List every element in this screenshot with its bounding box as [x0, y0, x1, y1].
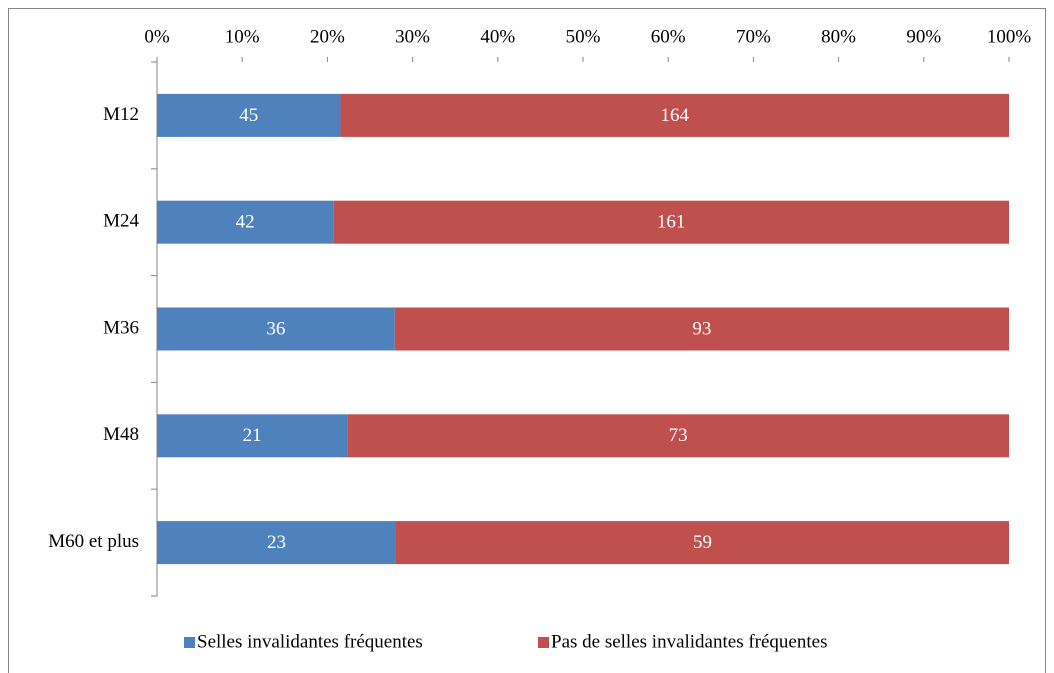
x-tick-label: 100%: [987, 26, 1032, 47]
data-label: 161: [657, 212, 686, 233]
y-tick-label: M48: [103, 424, 139, 445]
bar-segment: [394, 307, 1009, 351]
x-tick-label: 20%: [310, 26, 345, 47]
bar-segment: [157, 521, 396, 565]
bar-segment: [333, 200, 1009, 244]
legend-swatch: [538, 637, 549, 648]
x-tick-label: 0%: [144, 26, 170, 47]
bar-segment: [395, 521, 1010, 565]
x-tick-label: 90%: [906, 26, 941, 47]
x-tick-label: 70%: [736, 26, 771, 47]
data-label: 21: [243, 425, 262, 446]
data-label: 45: [239, 105, 258, 126]
data-label: 164: [660, 105, 689, 126]
legend-swatch: [184, 637, 195, 648]
y-tick-label: M12: [103, 104, 139, 125]
x-tick-label: 30%: [395, 26, 430, 47]
y-tick-label: M24: [103, 211, 139, 232]
bar-segment: [340, 93, 1010, 137]
bar-segment: [157, 200, 334, 244]
legend-label: Selles invalidantes fréquentes: [197, 631, 423, 652]
data-label: 36: [266, 318, 285, 339]
bar-segment: [157, 414, 348, 458]
x-tick-label: 50%: [566, 26, 601, 47]
x-tick-label: 10%: [225, 26, 260, 47]
y-tick-label: M60 et plus: [48, 531, 139, 552]
legend-label: Pas de selles invalidantes fréquentes: [551, 631, 827, 652]
y-tick-label: M36: [103, 317, 139, 338]
data-label: 23: [267, 532, 286, 553]
bar-segment: [157, 307, 395, 351]
data-label: 59: [693, 532, 712, 553]
bar-segment: [347, 414, 1009, 458]
x-tick-label: 60%: [651, 26, 686, 47]
x-tick-label: 80%: [821, 26, 856, 47]
x-tick-label: 40%: [480, 26, 515, 47]
data-label: 42: [236, 212, 255, 233]
data-label: 93: [692, 318, 711, 339]
bar-segment: [157, 93, 341, 137]
data-label: 73: [669, 425, 688, 446]
